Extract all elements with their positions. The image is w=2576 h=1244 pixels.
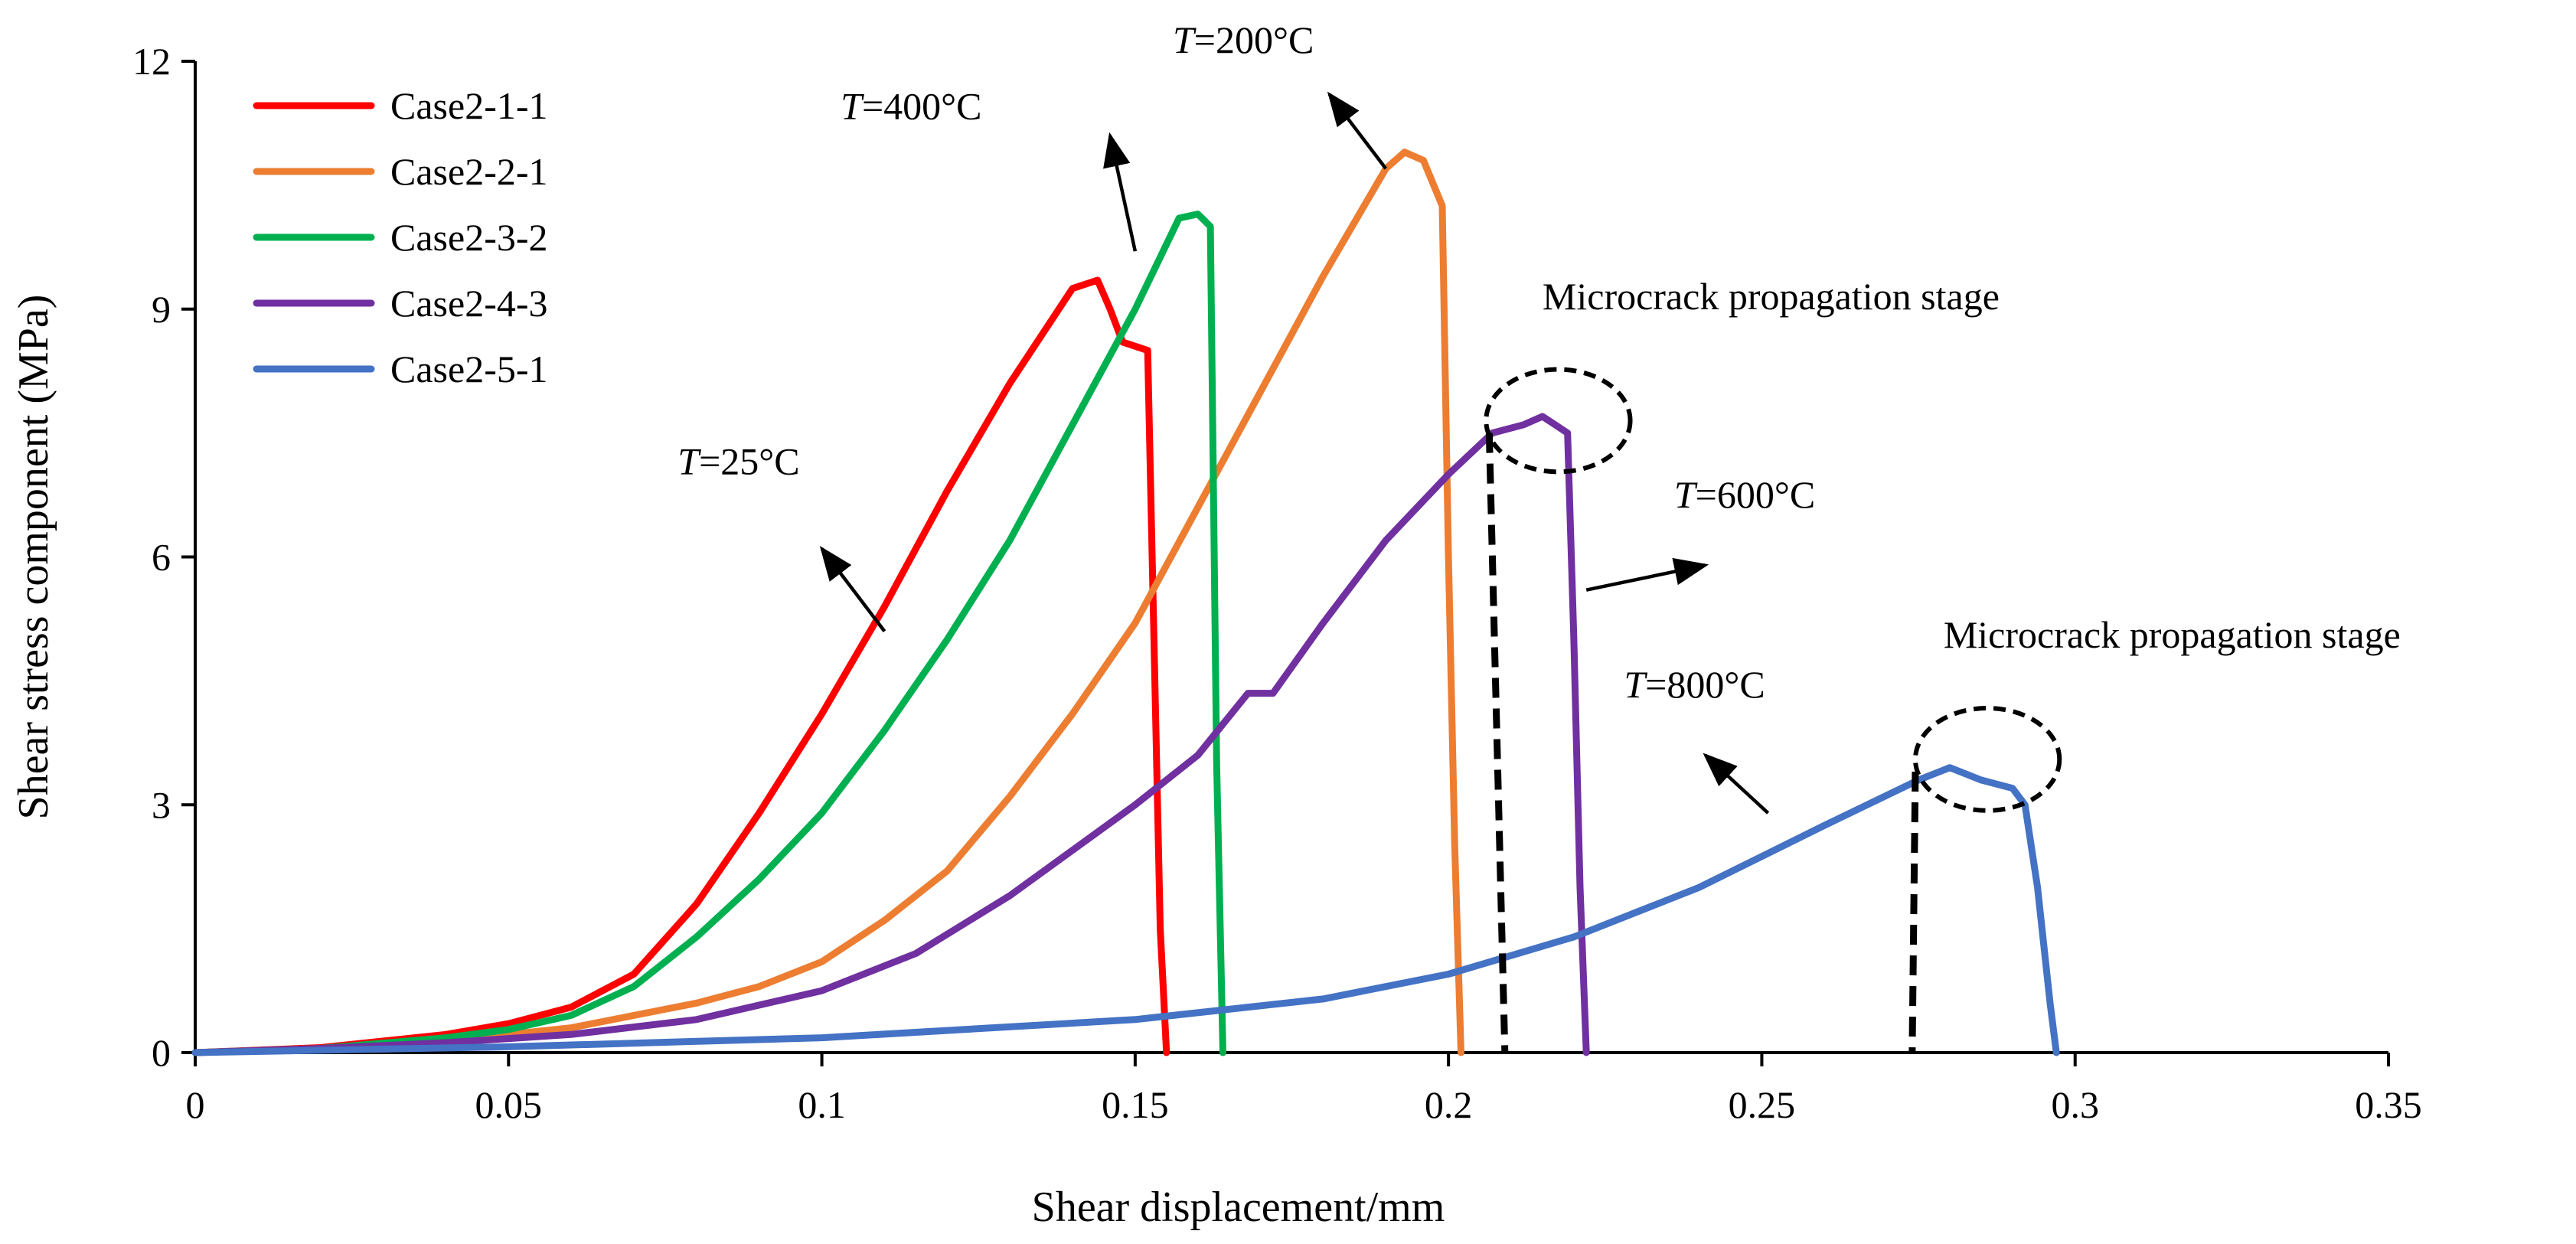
series-line-case2-3-2 bbox=[191, 211, 1226, 1056]
annotation-arrow-t25 bbox=[819, 546, 886, 632]
x-tick-label: 0.2 bbox=[1425, 1083, 1473, 1126]
annotation-variable: T bbox=[1173, 18, 1197, 61]
stage-markers bbox=[1484, 367, 2062, 1053]
legend-label: Case2-5-1 bbox=[390, 348, 548, 390]
annotation-variable: T bbox=[677, 440, 701, 483]
annotation-value: =400°C bbox=[862, 85, 982, 128]
axes: 0 0.05 0.1 0.15 0.2 0.25 0.3 0.35 0 3 6 9 12 Shear di… bbox=[10, 40, 2422, 1231]
annotation-variable: T bbox=[841, 85, 864, 128]
annotation-label-t600: T=600°C bbox=[1674, 473, 1815, 516]
annotation-value: =25°C bbox=[699, 440, 800, 483]
series-line-case2-1-1 bbox=[191, 276, 1170, 1056]
y-axis-title: Shear stress component (MPa) bbox=[10, 295, 57, 820]
dashed-stage-marker bbox=[1908, 772, 1919, 1053]
annotation-label-t25: T=25°C bbox=[677, 440, 799, 483]
stage-highlight-ellipse bbox=[1484, 367, 1633, 475]
annotation-value: =600°C bbox=[1696, 473, 1816, 516]
x-tick-label: 0.35 bbox=[2355, 1083, 2422, 1126]
y-tick-label: 6 bbox=[152, 536, 171, 579]
annotation-arrow-t800 bbox=[1703, 753, 1770, 815]
annotation-arrow-t600 bbox=[1585, 557, 1709, 592]
legend: Case2-1-1 Case2-2-1 Case2-3-2 Case2-4-3 Case… bbox=[253, 84, 548, 390]
annotation-label-t200: T=200°C bbox=[1173, 18, 1314, 61]
annotation-variable: T bbox=[1674, 473, 1698, 516]
x-axis-title: Shear displacement/mm bbox=[1032, 1184, 1445, 1231]
series-line-case2-2-1 bbox=[191, 149, 1464, 1056]
series-line-case2-5-1 bbox=[191, 764, 2060, 1056]
legend-label: Case2-2-1 bbox=[390, 150, 548, 193]
x-tick-label: 0.3 bbox=[2051, 1083, 2099, 1126]
x-tick-label: 0 bbox=[186, 1083, 205, 1126]
stage-label: Microcrack propagation stage bbox=[1944, 613, 2401, 656]
annotations: Microcrack propagation stage Microcrack p… bbox=[677, 18, 2401, 815]
annotation-arrow-t400 bbox=[1103, 132, 1138, 252]
y-tick-label: 0 bbox=[152, 1031, 171, 1074]
x-tick-label: 0.15 bbox=[1102, 1083, 1169, 1126]
annotation-value: =200°C bbox=[1194, 18, 1314, 61]
x-tick-label: 0.1 bbox=[798, 1083, 846, 1126]
stage-highlight-ellipse bbox=[1912, 705, 2062, 813]
annotation-arrow-t200 bbox=[1327, 91, 1388, 170]
y-tick-label: 3 bbox=[152, 783, 171, 826]
dashed-stage-marker bbox=[1485, 433, 1509, 1053]
stage-label: Microcrack propagation stage bbox=[1543, 275, 2000, 318]
y-tick-label: 9 bbox=[152, 288, 171, 331]
annotation-value: =800°C bbox=[1645, 663, 1765, 706]
x-tick-label: 0.25 bbox=[1729, 1083, 1796, 1126]
annotation-label-t800: T=800°C bbox=[1624, 663, 1765, 706]
legend-label: Case2-1-1 bbox=[390, 84, 548, 127]
x-tick-label: 0.05 bbox=[475, 1083, 543, 1126]
series-line-case2-4-3 bbox=[191, 413, 1590, 1056]
annotation-label-t400: T=400°C bbox=[841, 85, 981, 128]
annotation-variable: T bbox=[1624, 663, 1647, 706]
legend-label: Case2-4-3 bbox=[390, 282, 548, 325]
legend-label: Case2-3-2 bbox=[390, 216, 548, 259]
y-tick-label: 12 bbox=[132, 40, 171, 83]
series-group bbox=[191, 149, 2060, 1056]
